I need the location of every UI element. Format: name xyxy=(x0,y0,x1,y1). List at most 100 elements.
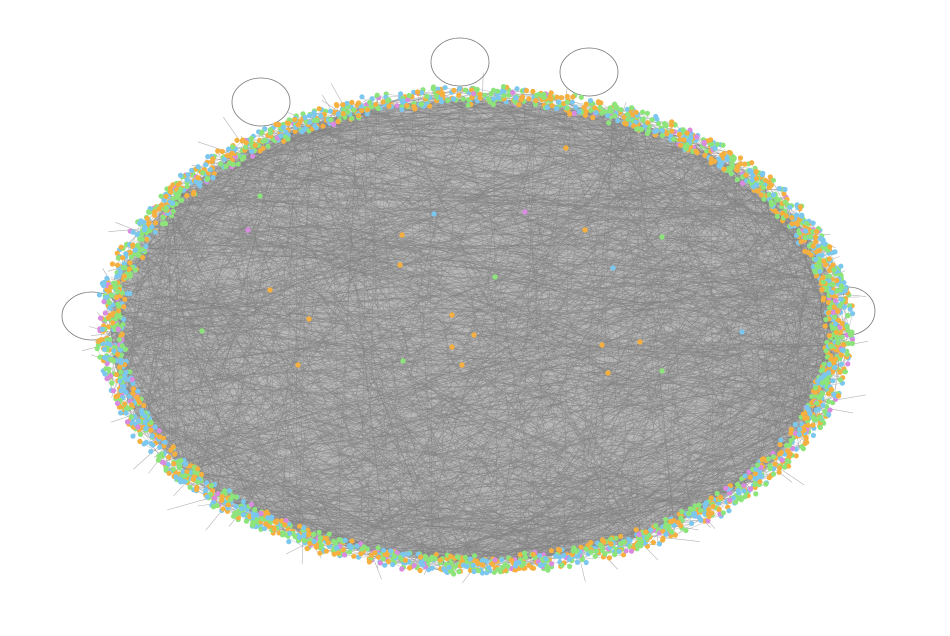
graph-node xyxy=(816,406,822,412)
graph-node xyxy=(351,553,357,559)
graph-node xyxy=(844,324,850,330)
graph-node xyxy=(471,91,477,97)
graph-node xyxy=(726,508,732,514)
graph-node xyxy=(132,267,138,273)
self-loop-layer xyxy=(61,37,876,341)
graph-node xyxy=(108,284,114,290)
graph-node xyxy=(541,91,547,97)
graph-node xyxy=(430,85,436,92)
graph-node xyxy=(123,369,129,375)
graph-node xyxy=(501,93,507,99)
interior-node xyxy=(739,329,745,335)
graph-node xyxy=(836,393,842,399)
graph-node xyxy=(776,469,782,475)
graph-node xyxy=(766,184,772,190)
graph-node xyxy=(839,320,845,327)
graph-node xyxy=(691,510,698,517)
graph-node xyxy=(175,182,181,188)
graph-node xyxy=(349,99,355,105)
graph-node xyxy=(567,563,573,570)
graph-node xyxy=(800,446,807,452)
graph-node xyxy=(184,183,190,190)
graph-node xyxy=(282,134,288,140)
interior-node xyxy=(449,312,455,318)
graph-node xyxy=(785,463,792,469)
graph-node xyxy=(228,496,234,502)
graph-node xyxy=(327,108,333,114)
graph-node xyxy=(446,564,452,570)
graph-node xyxy=(500,84,507,90)
graph-node xyxy=(190,476,196,483)
graph-node xyxy=(118,387,124,394)
graph-node xyxy=(152,424,158,430)
graph-node xyxy=(380,99,386,105)
graph-node xyxy=(810,243,816,249)
graph-node xyxy=(204,494,210,500)
graph-node xyxy=(123,410,129,416)
graph-node xyxy=(583,546,589,552)
graph-node xyxy=(112,280,118,286)
graph-node xyxy=(142,227,148,233)
graph-node xyxy=(624,111,631,117)
graph-node xyxy=(301,126,307,132)
graph-node xyxy=(355,100,362,106)
graph-node xyxy=(304,546,310,552)
graph-node xyxy=(499,557,505,563)
graph-node xyxy=(312,123,318,129)
graph-node xyxy=(148,448,154,455)
graph-node xyxy=(835,340,841,346)
graph-node xyxy=(849,340,856,347)
graph-node xyxy=(823,348,829,354)
graph-node xyxy=(364,107,371,113)
graph-node xyxy=(693,148,699,154)
graph-node xyxy=(325,540,331,546)
graph-node xyxy=(530,551,536,558)
graph-node xyxy=(104,275,110,281)
graph-node xyxy=(686,510,692,516)
graph-node xyxy=(439,99,445,105)
graph-node xyxy=(621,539,627,545)
graph-node xyxy=(477,95,483,101)
graph-node xyxy=(819,252,825,258)
graph-node xyxy=(702,152,708,158)
graph-node xyxy=(778,437,784,443)
graph-node xyxy=(742,473,748,479)
graph-node xyxy=(203,162,209,168)
graph-node xyxy=(249,148,255,154)
graph-node xyxy=(283,518,289,524)
graph-node xyxy=(340,547,346,553)
graph-node xyxy=(826,370,832,376)
graph-node xyxy=(595,99,602,105)
graph-node xyxy=(170,200,176,206)
graph-node xyxy=(564,99,570,105)
graph-node xyxy=(810,228,816,235)
graph-node xyxy=(372,550,378,556)
graph-node xyxy=(474,86,480,93)
graph-node xyxy=(101,346,107,352)
graph-node xyxy=(469,87,475,93)
graph-node xyxy=(798,239,804,245)
graph-node xyxy=(149,433,155,439)
graph-node xyxy=(784,457,790,464)
graph-node xyxy=(653,128,659,134)
graph-node xyxy=(842,369,849,375)
graph-node xyxy=(786,450,792,456)
graph-node xyxy=(199,471,205,478)
graph-node xyxy=(433,93,439,99)
graph-node xyxy=(804,404,810,410)
graph-node xyxy=(633,119,639,125)
graph-node xyxy=(698,517,704,523)
graph-node xyxy=(174,194,180,200)
interior-node xyxy=(245,227,251,233)
interior-node xyxy=(492,274,498,280)
graph-node xyxy=(358,551,364,557)
graph-node xyxy=(451,87,457,93)
graph-node xyxy=(802,235,808,241)
graph-node xyxy=(575,553,581,559)
graph-node xyxy=(336,536,342,543)
graph-node xyxy=(156,453,162,459)
graph-node xyxy=(696,502,702,508)
graph-node xyxy=(601,108,607,114)
graph-node xyxy=(99,326,105,332)
